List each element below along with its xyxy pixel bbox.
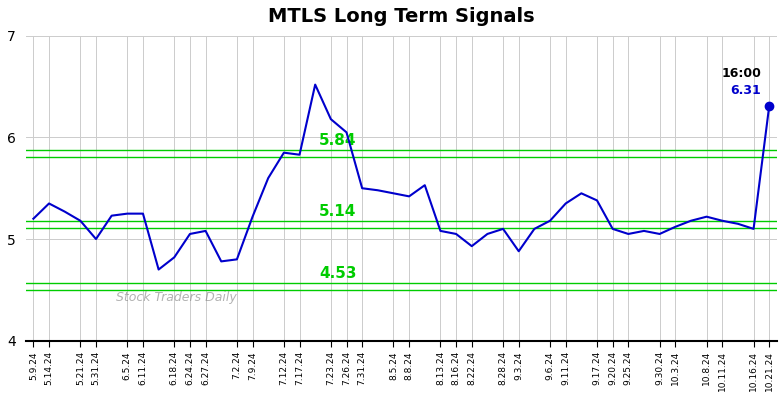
Text: 5.84: 5.84 bbox=[319, 133, 357, 148]
Text: Stock Traders Daily: Stock Traders Daily bbox=[116, 291, 237, 304]
Title: MTLS Long Term Signals: MTLS Long Term Signals bbox=[268, 7, 535, 26]
Text: 5.14: 5.14 bbox=[319, 204, 356, 219]
Text: 16:00: 16:00 bbox=[721, 68, 761, 80]
Text: 4.53: 4.53 bbox=[319, 266, 357, 281]
Text: 6.31: 6.31 bbox=[731, 84, 761, 97]
